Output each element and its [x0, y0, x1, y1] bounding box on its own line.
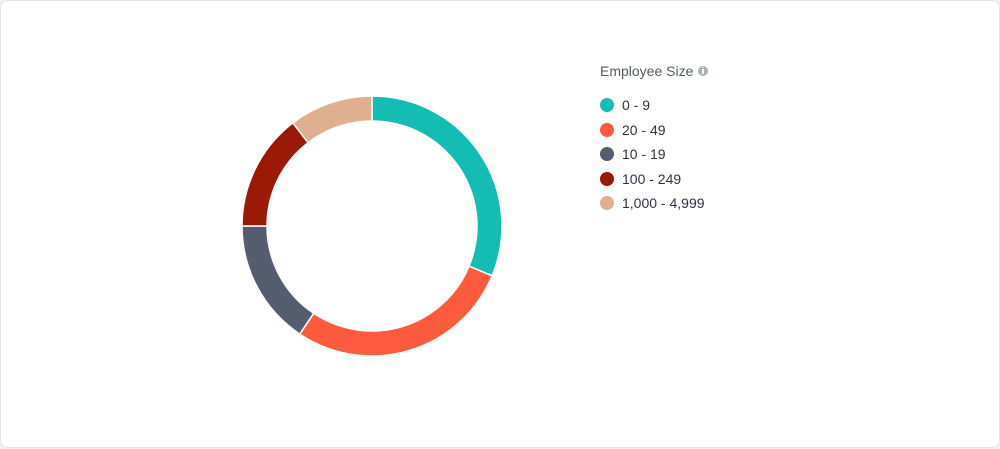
slice-1[interactable]	[371, 95, 503, 277]
legend-label: 100 - 249	[622, 170, 682, 187]
donut-slices	[241, 95, 503, 357]
legend-swatch	[600, 147, 614, 162]
slice-3[interactable]	[241, 225, 315, 336]
legend-item[interactable]: 100 - 249	[600, 167, 708, 192]
legend-label: 20 - 49	[622, 121, 666, 138]
slice-4[interactable]	[241, 121, 310, 227]
legend-item[interactable]: 0 - 9	[600, 93, 708, 118]
legend-label: 0 - 9	[622, 97, 651, 114]
info-icon[interactable]	[698, 66, 709, 76]
legend-swatch	[600, 171, 614, 186]
legend-item[interactable]: 1,000 - 4,999	[600, 191, 708, 216]
legend-label: 1,000 - 4,999	[622, 195, 705, 212]
legend-swatch	[600, 196, 614, 211]
legend-title-row: Employee Size	[600, 61, 709, 81]
slice-2[interactable]	[298, 265, 494, 357]
legend-swatch	[600, 98, 614, 113]
legend: Employee Size 0 - 9 20 - 49 10 - 19 100 - 2…	[600, 61, 709, 216]
legend-title: Employee Size	[600, 63, 694, 79]
legend-items: 0 - 9 20 - 49 10 - 19 100 - 249 1,000 - 4,99…	[600, 93, 708, 216]
legend-swatch	[600, 122, 614, 137]
slice-5[interactable]	[291, 95, 373, 144]
legend-label: 10 - 19	[622, 146, 666, 163]
legend-item[interactable]: 10 - 19	[600, 142, 708, 167]
legend-item[interactable]: 20 - 49	[600, 118, 708, 143]
